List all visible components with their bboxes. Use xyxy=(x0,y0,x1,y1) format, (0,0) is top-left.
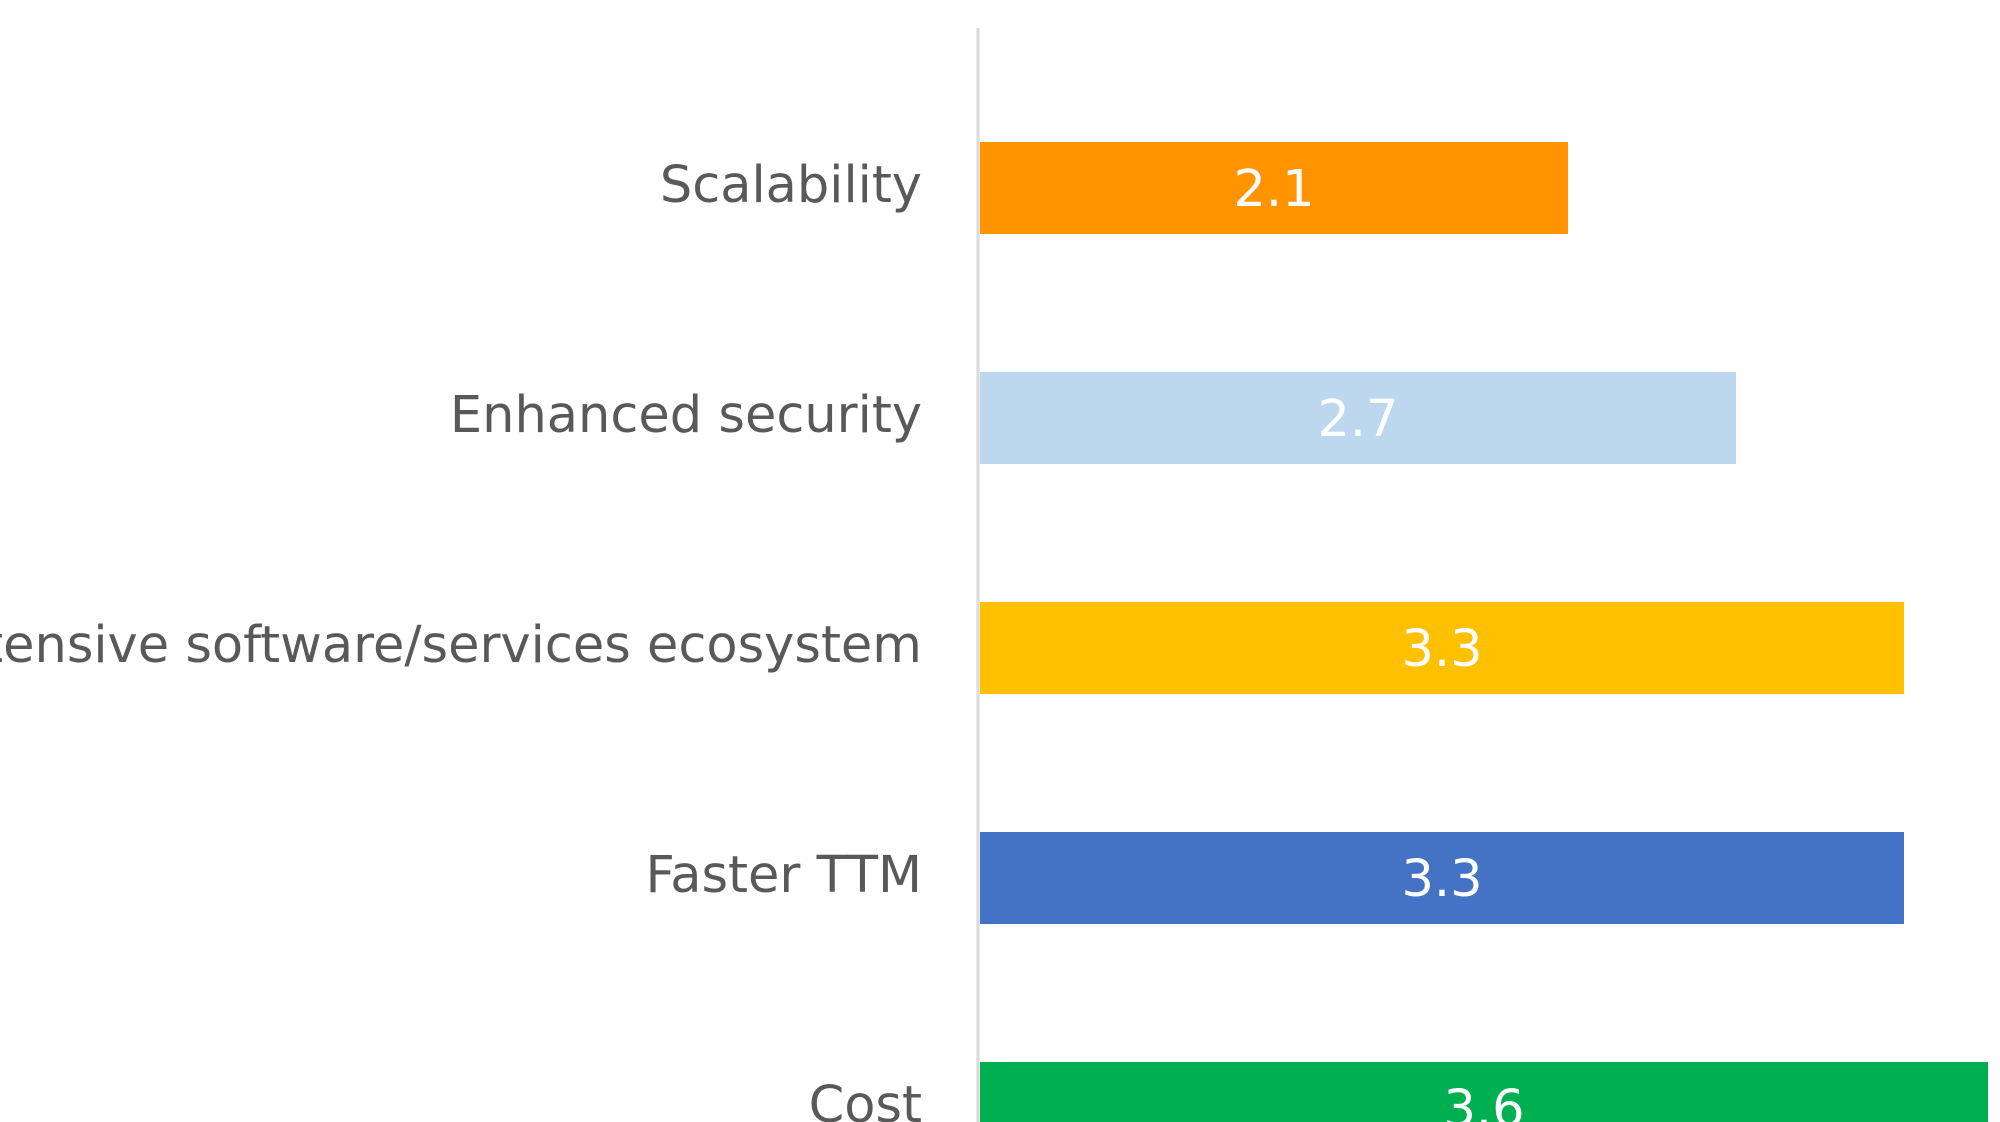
data-label-2: 3.3 xyxy=(1401,620,1482,679)
bar-3 xyxy=(980,832,1904,924)
data-label-3: 3.3 xyxy=(1401,850,1482,909)
data-label-4: 3.6 xyxy=(1443,1080,1524,1122)
bar-0 xyxy=(980,142,1568,234)
category-label-1: Enhanced security xyxy=(450,386,922,445)
data-label-1: 2.7 xyxy=(1317,390,1398,449)
data-label-0: 2.1 xyxy=(1233,160,1314,219)
category-label-0: Scalability xyxy=(660,156,922,215)
bars-layer: Scalability 2.1 Enhanced security 2.7 Extens… xyxy=(0,142,1988,1122)
bar-2 xyxy=(980,602,1904,694)
category-label-2: Extensive software/services ecosystem xyxy=(0,616,922,675)
category-label-3: Faster TTM xyxy=(646,846,922,905)
category-label-4: Cost xyxy=(809,1076,922,1122)
bar-1 xyxy=(980,372,1736,464)
bar-4 xyxy=(980,1062,1988,1122)
